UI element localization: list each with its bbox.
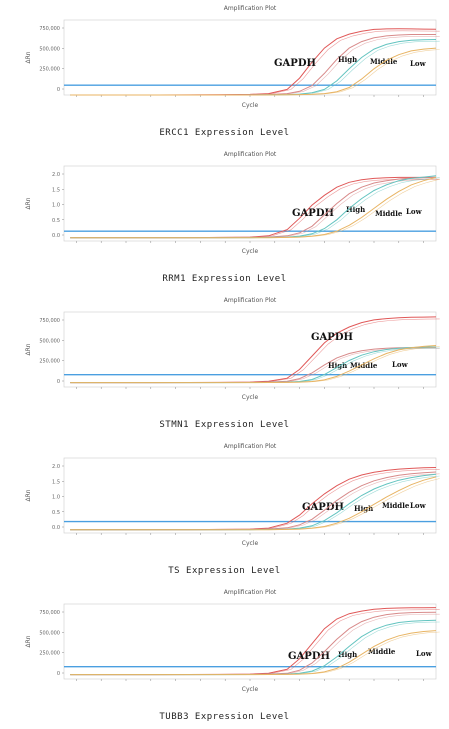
y-tick-label: 0.5 bbox=[52, 218, 60, 224]
chart-caption: STMN1 Expression Level bbox=[159, 420, 290, 430]
series-replicate-line-middle bbox=[73, 40, 440, 96]
series-line-gapdh bbox=[70, 607, 437, 676]
chart-title: Amplification Plot bbox=[224, 589, 277, 596]
x-axis-label: Cycle bbox=[242, 102, 259, 109]
chart-title: Amplification Plot bbox=[224, 297, 277, 304]
series-label-middle: Middle bbox=[368, 647, 396, 656]
series-replicate-line-middle bbox=[73, 177, 440, 238]
series-replicate-line-low bbox=[73, 346, 440, 383]
series-replicate-line-gapdh bbox=[73, 609, 440, 675]
series-label-low: Low bbox=[410, 59, 427, 68]
y-tick-label: 1.5 bbox=[52, 479, 60, 485]
series-replicate-line-low bbox=[73, 631, 440, 675]
series-line-high bbox=[70, 176, 437, 239]
series-replicate-line-high bbox=[73, 348, 440, 383]
y-tick-label: 1.0 bbox=[52, 203, 60, 209]
amplification-plot-svg: Amplification Plot 750,000 500,000 250,000 0… bbox=[25, 297, 440, 401]
x-axis-label: Cycle bbox=[242, 394, 259, 401]
chart-panel-2: Amplification Plot 2.0 1.5 1.0 0.5 0.0 ΔRn Cycl… bbox=[0, 146, 449, 291]
series-label-gapdh: GAPDH bbox=[288, 651, 330, 662]
series-line-low bbox=[70, 47, 437, 96]
y-axis-label: ΔRn bbox=[25, 635, 32, 647]
series-label-low: Low bbox=[416, 649, 433, 658]
y-tick-label: 1.0 bbox=[52, 495, 60, 501]
series-line-low bbox=[70, 176, 437, 239]
y-tick-label: 500,000 bbox=[39, 630, 60, 636]
x-axis-label: Cycle bbox=[242, 686, 259, 693]
series-label-middle: Middle bbox=[375, 209, 403, 218]
y-tick-label: 0 bbox=[57, 671, 60, 677]
x-axis-label: Cycle bbox=[242, 540, 259, 547]
series-label-low: Low bbox=[392, 360, 409, 369]
series-label-low: Low bbox=[406, 207, 423, 216]
chart-caption: ERCC1 Expression Level bbox=[159, 128, 290, 138]
series-replicate-line-gapdh bbox=[73, 318, 440, 383]
series-label-gapdh: GAPDH bbox=[302, 502, 344, 513]
series-label-high: High bbox=[354, 504, 373, 513]
series-label-gapdh: GAPDH bbox=[292, 208, 334, 219]
chart-caption: RRM1 Expression Level bbox=[162, 274, 287, 284]
y-axis-label: ΔRn bbox=[25, 51, 32, 63]
series-replicate-line-low bbox=[73, 49, 440, 96]
chart-panel-4: Amplification Plot 2.0 1.5 1.0 0.5 0.0 ΔRn Cycl… bbox=[0, 438, 449, 583]
series-label-middle: Middle bbox=[350, 361, 378, 370]
series-label-high: High bbox=[346, 205, 365, 214]
series-line-low bbox=[70, 345, 437, 384]
plot-frame bbox=[63, 603, 437, 680]
chart-title: Amplification Plot bbox=[224, 443, 277, 450]
chart-title: Amplification Plot bbox=[224, 5, 277, 12]
y-tick-label: 500,000 bbox=[39, 338, 60, 344]
series-line-gapdh bbox=[70, 467, 437, 531]
chart-panel-5: Amplification Plot 750,000 500,000 250,000 0… bbox=[0, 584, 449, 729]
chart-title: Amplification Plot bbox=[224, 151, 277, 158]
series-label-gapdh: GAPDH bbox=[311, 332, 353, 343]
series-replicate-line-middle bbox=[73, 347, 440, 383]
y-tick-label: 0.0 bbox=[52, 525, 60, 531]
y-tick-label: 2.0 bbox=[52, 464, 60, 470]
chart-panel-3: Amplification Plot 750,000 500,000 250,000 0… bbox=[0, 292, 449, 437]
series-label-low: Low bbox=[410, 501, 427, 510]
series-label-high: High bbox=[338, 55, 357, 64]
chart-caption: TS Expression Level bbox=[168, 566, 281, 576]
y-tick-label: 750,000 bbox=[39, 318, 60, 324]
y-tick-label: 250,000 bbox=[39, 359, 60, 365]
y-tick-label: 2.0 bbox=[52, 172, 60, 178]
chart-panel-1: Amplification Plot 750,000 500,000 250,000 0… bbox=[0, 0, 449, 145]
y-tick-label: 0 bbox=[57, 379, 60, 385]
y-tick-label: 500,000 bbox=[39, 46, 60, 52]
series-label-high: High bbox=[338, 650, 357, 659]
series-line-high bbox=[70, 611, 437, 676]
plot-frame bbox=[63, 311, 437, 388]
series-label-gapdh: GAPDH bbox=[274, 58, 316, 69]
y-tick-label: 0.0 bbox=[52, 233, 60, 239]
x-axis-label: Cycle bbox=[242, 248, 259, 255]
series-label-middle: Middle bbox=[382, 501, 410, 510]
series-replicate-line-low bbox=[73, 178, 440, 238]
amplification-plot-svg: Amplification Plot 750,000 500,000 250,000 0… bbox=[25, 5, 440, 109]
chart-caption: TUBB3 Expression Level bbox=[159, 712, 290, 722]
amplification-plot-svg: Amplification Plot 2.0 1.5 1.0 0.5 0.0 ΔRn Cycl… bbox=[25, 443, 440, 547]
y-tick-label: 750,000 bbox=[39, 610, 60, 616]
y-axis-label: ΔRn bbox=[25, 343, 32, 355]
y-axis-label: ΔRn bbox=[25, 489, 32, 501]
y-tick-label: 0.5 bbox=[52, 510, 60, 516]
y-tick-label: 0 bbox=[57, 87, 60, 93]
series-label-high: High bbox=[328, 361, 347, 370]
y-axis-label: ΔRn bbox=[25, 197, 32, 209]
amplification-plot-svg: Amplification Plot 750,000 500,000 250,000 0… bbox=[25, 589, 440, 693]
series-replicate-line-low bbox=[73, 478, 440, 530]
series-line-gapdh bbox=[70, 176, 436, 239]
y-tick-label: 250,000 bbox=[39, 67, 60, 73]
y-tick-label: 250,000 bbox=[39, 651, 60, 657]
series-line-high bbox=[70, 346, 437, 384]
y-tick-label: 750,000 bbox=[39, 26, 60, 32]
series-replicate-line-high bbox=[73, 613, 440, 675]
y-tick-label: 1.5 bbox=[52, 187, 60, 193]
amplification-plot-svg: Amplification Plot 2.0 1.5 1.0 0.5 0.0 ΔRn Cycl… bbox=[25, 151, 440, 255]
